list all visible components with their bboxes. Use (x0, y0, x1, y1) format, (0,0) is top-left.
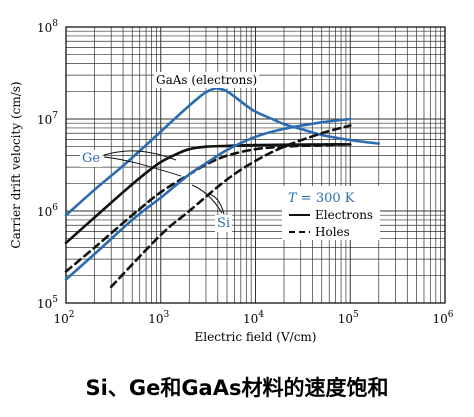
y-axis-label: Carrier drift velocity (cm/s) (9, 81, 23, 248)
velocity-field-chart: 102 103 104 105 106 105 106 107 108 Electric fie… (9, 19, 454, 344)
annotation-pointer (208, 193, 225, 215)
gaas-annotation: GaAs (electrons) (156, 73, 257, 87)
annotation-pointer (103, 156, 182, 177)
annotation-pointers (103, 150, 225, 215)
si-annotation: Si (217, 216, 230, 231)
x-tick-label: 103 (148, 310, 169, 326)
x-tick-label: 106 (432, 310, 453, 326)
x-tick-label: 104 (243, 310, 264, 326)
legend-electrons-label: Electrons (315, 208, 373, 222)
annotation-pointer (191, 184, 223, 214)
annotation-pointer (103, 150, 177, 161)
x-axis-label: Electric field (V/cm) (195, 330, 317, 344)
si-electrons-curve (64, 117, 352, 281)
legend-title: T = 300 K (288, 191, 355, 206)
y-tick-label: 107 (37, 111, 58, 127)
plot-frame (65, 26, 446, 304)
si-label-bg (215, 215, 233, 232)
ge-electrons-curve (64, 143, 352, 245)
legend-holes-label: Holes (315, 225, 350, 239)
ge-label-bg (80, 150, 103, 167)
y-tick-label: 106 (37, 203, 58, 219)
ge-holes-curve (64, 143, 352, 273)
gaas-label-bg (154, 72, 260, 88)
legend-background (282, 186, 380, 240)
ge-annotation: Ge (82, 151, 100, 166)
si-holes-curve (109, 124, 352, 289)
x-tick-label: 105 (338, 310, 359, 326)
tick-labels: 102 103 104 105 106 105 106 107 108 (37, 19, 454, 326)
figure-caption: Si、Ge和GaAs材料的速度饱和 (85, 376, 389, 400)
y-tick-label: 108 (37, 19, 58, 35)
y-tick-label: 105 (37, 295, 58, 311)
x-tick-label: 102 (53, 310, 74, 326)
legend: T = 300 K Electrons Holes (282, 186, 380, 240)
curves (64, 87, 381, 289)
